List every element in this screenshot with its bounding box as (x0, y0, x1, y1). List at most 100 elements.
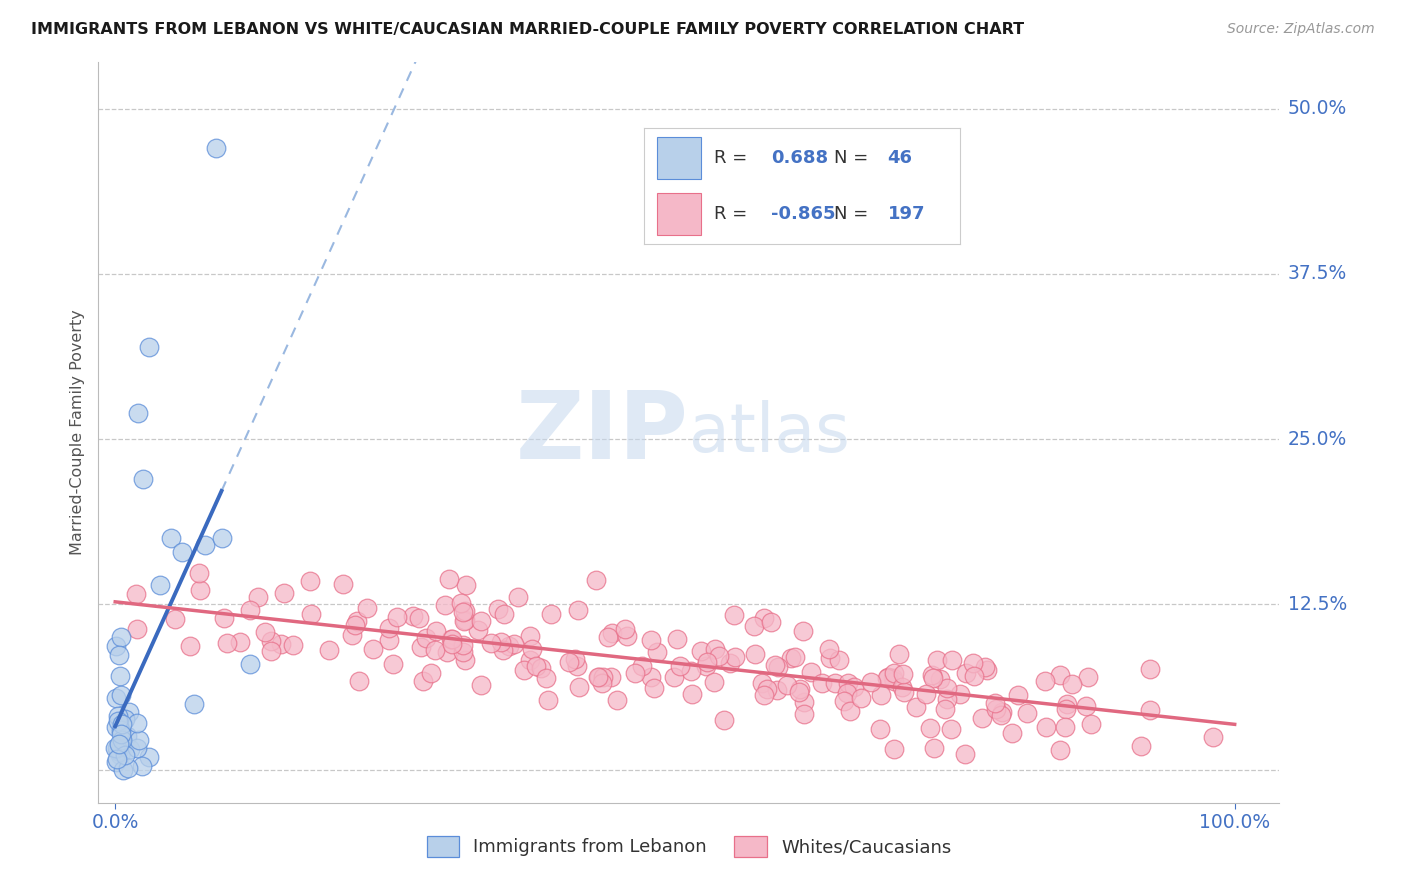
Point (1054, 720, 1077, 734)
Point (273, 586, 295, 600)
Point (605, 692, 627, 706)
Point (793, 706, 815, 721)
Point (568, 681, 591, 695)
Point (503, 637, 526, 651)
Point (332, 576, 354, 591)
Point (239, 603, 262, 617)
Point (524, 658, 547, 673)
Point (585, 573, 607, 587)
Point (752, 688, 775, 702)
Point (110, 746, 132, 760)
Point (681, 687, 703, 701)
Point (564, 652, 586, 666)
Point (491, 635, 513, 649)
Point (696, 656, 718, 670)
Point (984, 702, 1007, 716)
Point (107, 709, 129, 723)
Point (991, 706, 1014, 720)
Point (138, 750, 160, 764)
Point (870, 688, 893, 702)
Text: 25.0%: 25.0% (1288, 430, 1347, 449)
Point (756, 682, 779, 697)
Point (260, 644, 283, 658)
Point (662, 670, 685, 684)
Point (183, 697, 205, 711)
Point (340, 628, 363, 642)
Point (361, 641, 384, 656)
Point (108, 738, 131, 752)
Point (172, 544, 194, 558)
Point (918, 721, 941, 735)
Point (494, 607, 516, 622)
Point (690, 643, 713, 657)
Point (567, 603, 589, 617)
Point (1001, 726, 1024, 740)
Point (479, 636, 502, 650)
Point (955, 665, 977, 680)
Point (640, 669, 662, 683)
Text: Source: ZipAtlas.com: Source: ZipAtlas.com (1227, 22, 1375, 37)
Point (842, 680, 865, 694)
Point (110, 723, 132, 737)
Point (941, 653, 963, 667)
Point (111, 739, 134, 753)
Point (613, 622, 636, 636)
Point (640, 632, 662, 647)
Point (107, 714, 129, 728)
Point (117, 761, 139, 775)
Text: 197: 197 (887, 205, 925, 223)
Point (425, 642, 447, 657)
Point (453, 615, 475, 629)
Point (1033, 674, 1056, 689)
Point (789, 682, 811, 697)
Point (630, 659, 652, 673)
Point (228, 635, 250, 649)
Point (934, 701, 956, 715)
Point (486, 601, 509, 615)
Point (665, 632, 688, 647)
Point (270, 637, 292, 651)
Point (253, 624, 276, 639)
Point (436, 645, 458, 659)
Point (114, 748, 136, 763)
Point (214, 610, 236, 624)
Point (387, 610, 409, 624)
Point (519, 653, 541, 667)
Point (128, 733, 150, 747)
Point (962, 669, 984, 683)
Point (1074, 699, 1097, 714)
Point (118, 705, 141, 719)
Text: 0.688: 0.688 (770, 149, 828, 167)
Point (766, 659, 789, 673)
Point (382, 657, 405, 672)
Point (110, 630, 132, 644)
Point (409, 640, 432, 654)
Legend: Immigrants from Lebanon, Whites/Caucasians: Immigrants from Lebanon, Whites/Caucasia… (419, 829, 959, 864)
Point (793, 696, 815, 710)
Point (616, 629, 638, 643)
Point (1077, 670, 1099, 684)
Point (704, 642, 727, 657)
Point (260, 633, 283, 648)
Point (107, 744, 129, 758)
Text: ZIP: ZIP (516, 386, 689, 479)
Point (470, 615, 492, 629)
Point (890, 680, 912, 694)
Point (599, 670, 621, 684)
Point (356, 601, 378, 615)
Point (592, 670, 614, 684)
Point (115, 729, 138, 743)
Point (921, 671, 943, 685)
Point (440, 632, 463, 646)
Point (882, 671, 904, 685)
Point (132, 472, 155, 486)
Point (104, 755, 127, 769)
Point (160, 532, 183, 546)
Point (645, 645, 668, 659)
Point (451, 605, 474, 619)
Point (780, 650, 803, 665)
Point (752, 611, 775, 625)
Point (415, 631, 437, 645)
Text: R =: R = (714, 149, 752, 167)
Point (441, 632, 464, 647)
